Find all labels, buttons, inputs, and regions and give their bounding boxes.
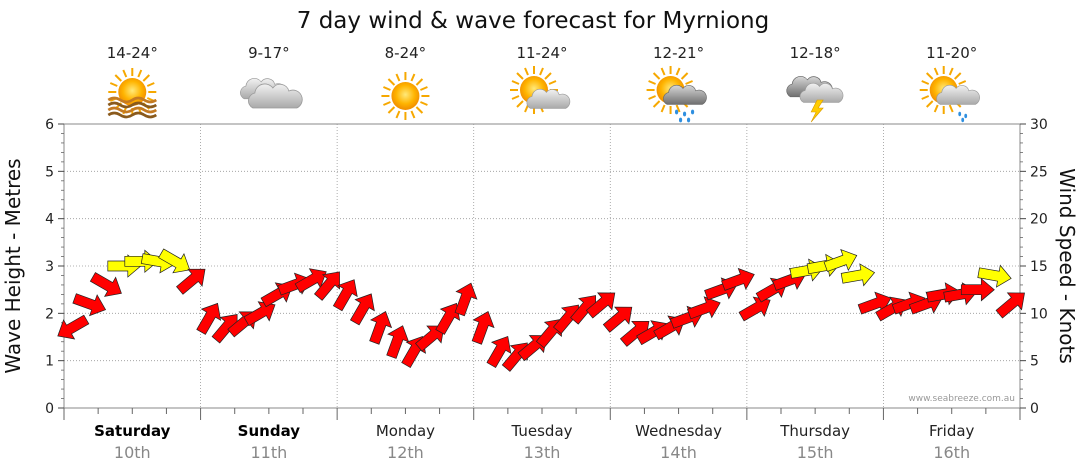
- right-axis-ticks: 0 5 10 15 20 25 30: [1020, 117, 1048, 417]
- date-label: 16th: [933, 443, 970, 462]
- wind-arrow: [415, 325, 445, 352]
- wind-arrow: [977, 264, 1012, 288]
- wind-arrow: [687, 296, 721, 320]
- date-label: 10th: [114, 443, 151, 462]
- wind-arrow: [313, 271, 340, 301]
- wind-arrow: [332, 279, 358, 312]
- wind-arrow: [823, 249, 858, 272]
- wind-arrow: [721, 267, 755, 291]
- thunderstorm-icon: [786, 76, 844, 123]
- left-axis-title: Wave Height - Metres: [1, 158, 25, 373]
- temperature-range: 12-18°: [790, 44, 841, 62]
- temperature-range: 11-24°: [516, 44, 567, 62]
- day-labels: Saturday 10th Sunday 11th Monday 12th Tuesday 1…: [63, 408, 1021, 462]
- wind-arrow: [454, 282, 478, 317]
- left-tick-label: 4: [45, 212, 54, 228]
- right-tick-label: 30: [1030, 117, 1048, 133]
- day-label: Thursday: [779, 422, 850, 440]
- wind-arrow: [369, 311, 393, 345]
- right-tick-label: 0: [1030, 401, 1039, 417]
- sun-shower-icon: [918, 65, 980, 123]
- sunny-icon: [380, 71, 431, 121]
- wind-arrow: [243, 301, 276, 327]
- weather-icons: [107, 65, 980, 123]
- left-tick-label: 5: [45, 164, 54, 180]
- wind-arrow: [294, 268, 327, 294]
- wind-arrow: [349, 293, 375, 326]
- day-label: Monday: [376, 422, 435, 440]
- wind-arrow: [89, 272, 122, 297]
- right-tick-label: 5: [1030, 354, 1039, 370]
- temperature-range: 14-24°: [107, 44, 158, 62]
- temperature-range: 12-21°: [653, 44, 704, 62]
- right-tick-label: 25: [1030, 164, 1048, 180]
- wind-arrow: [72, 293, 107, 317]
- sunny-haze-icon: [107, 67, 158, 119]
- wind-arrows: [57, 248, 1025, 372]
- wind-arrow: [176, 268, 206, 295]
- wind-arrow: [57, 314, 90, 340]
- wind-arrow: [196, 302, 222, 335]
- credit-text: www.seabreeze.com.au: [908, 394, 1015, 404]
- day-label: Tuesday: [510, 422, 572, 440]
- temperature-range: 9-17°: [248, 44, 290, 62]
- date-label: 11th: [250, 443, 287, 462]
- left-axis-ticks: 0 1 2 3 4 5 6: [45, 117, 64, 417]
- day-label: Sunday: [238, 422, 301, 440]
- temperature-labels: 14-24° 9-17° 8-24° 11-24° 12-21° 12-18° 11-20°: [107, 44, 978, 62]
- wind-arrow: [995, 292, 1025, 319]
- date-label: 15th: [797, 443, 834, 462]
- day-label: Wednesday: [635, 422, 722, 440]
- temperature-range: 8-24°: [385, 44, 427, 62]
- wind-arrow: [486, 336, 512, 369]
- wind-arrow: [471, 311, 495, 345]
- left-tick-label: 3: [45, 259, 54, 275]
- wind-arrow: [158, 248, 191, 274]
- grid-lines: [64, 124, 1020, 408]
- day-label: Friday: [929, 422, 975, 440]
- day-label: Saturday: [94, 422, 171, 440]
- date-label: 12th: [387, 443, 424, 462]
- left-tick-label: 2: [45, 306, 54, 322]
- left-tick-label: 6: [45, 117, 54, 133]
- sun-rain-icon: [645, 65, 707, 123]
- wind-arrow: [960, 277, 995, 302]
- left-tick-label: 1: [45, 354, 54, 370]
- right-tick-label: 15: [1030, 259, 1048, 275]
- date-label: 14th: [660, 443, 697, 462]
- right-tick-label: 20: [1030, 212, 1048, 228]
- temperature-range: 11-20°: [926, 44, 977, 62]
- date-label: 13th: [524, 443, 561, 462]
- right-tick-label: 10: [1030, 306, 1048, 322]
- right-axis-title: Wind Speed - Knots: [1055, 168, 1079, 364]
- cloudy-icon: [240, 78, 303, 109]
- wind-arrow: [386, 325, 410, 359]
- wind-arrow: [840, 263, 876, 287]
- wind-arrow: [738, 296, 771, 322]
- wind-arrow: [602, 306, 633, 333]
- partly-cloudy-icon: [509, 65, 571, 115]
- wind-arrow: [585, 292, 616, 319]
- chart-title: 7 day wind & wave forecast for Myrniong: [297, 8, 769, 34]
- left-tick-label: 0: [45, 401, 54, 417]
